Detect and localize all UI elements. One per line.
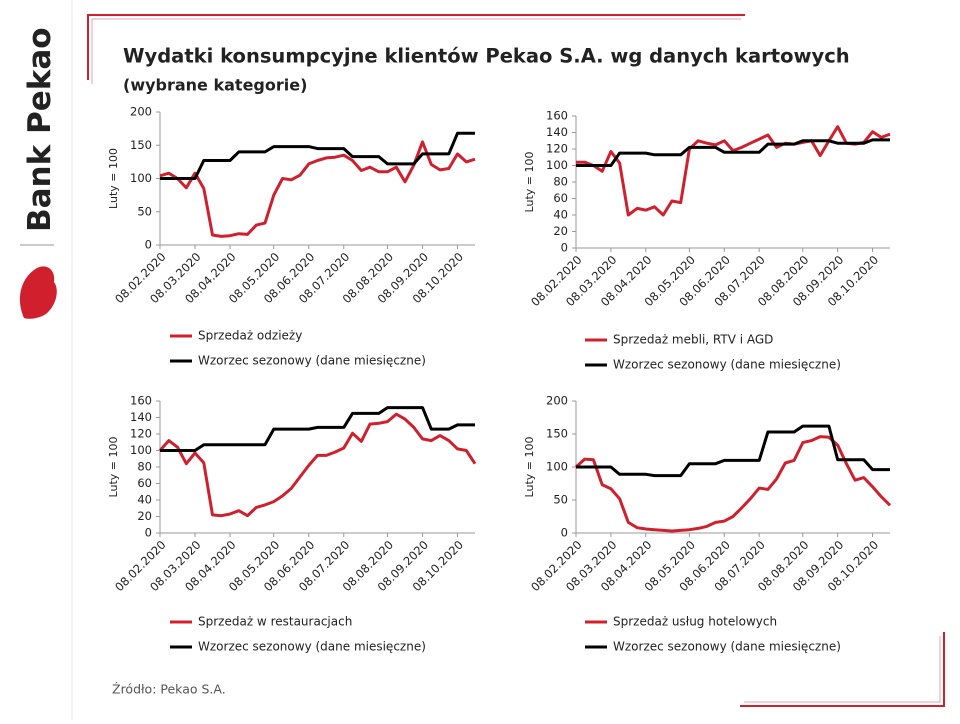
corner-bottom (740, 632, 945, 707)
y-tick-label: 80 (553, 175, 568, 189)
brand-logo (19, 266, 57, 319)
y-axis-title: Luty = 100 (523, 152, 536, 213)
series-line (576, 138, 890, 167)
y-tick-label: 40 (137, 493, 152, 507)
slide-title: Wydatki konsumpcyjne klientów Pekao S.A.… (123, 45, 850, 68)
legend-label: Wzorzec sezonowy (dane miesięczne) (198, 640, 426, 654)
brand: Bank Pekao (22, 27, 58, 232)
y-tick-label: 50 (137, 204, 152, 218)
source: Źródło: Pekao S.A. (112, 682, 226, 697)
series-line (576, 424, 890, 478)
y-tick-label: 150 (130, 138, 152, 152)
corner-top-inner (91, 18, 741, 84)
y-tick-label: 0 (561, 241, 568, 255)
y-tick-label: 160 (130, 394, 152, 408)
y-tick-label: 100 (130, 171, 152, 185)
y-tick-label: 40 (553, 208, 568, 222)
y-tick-label: 100 (130, 443, 152, 457)
corner-bottom-inner (744, 636, 941, 703)
y-tick-label: 60 (137, 476, 152, 490)
legend-label: Sprzedaż usług hotelowych (613, 615, 777, 629)
legend-label: Sprzedaż mebli, RTV i AGD (613, 333, 773, 347)
y-tick-label: 160 (546, 109, 568, 123)
y-tick-label: 20 (137, 509, 152, 523)
y-tick-label: 120 (130, 427, 152, 441)
y-tick-label: 20 (553, 224, 568, 238)
y-tick-label: 140 (546, 125, 568, 139)
series-line (574, 435, 892, 533)
side-strip (0, 0, 72, 720)
legend-label: Sprzedaż w restauracjach (198, 615, 352, 629)
legend-label: Sprzedaż odzieży (198, 329, 302, 343)
corner-top (87, 14, 745, 80)
legend-label: Wzorzec sezonowy (dane miesięczne) (613, 358, 841, 372)
slide-subtitle: (wybrane kategorie) (123, 76, 307, 95)
y-axis-title: Luty = 100 (107, 148, 120, 209)
y-tick-label: 140 (130, 410, 152, 424)
series-line (160, 406, 475, 452)
y-tick-label: 100 (546, 460, 568, 474)
series-line (159, 140, 476, 238)
series-line (160, 131, 475, 180)
y-tick-label: 80 (137, 460, 152, 474)
y-tick-label: 100 (546, 158, 568, 172)
y-tick-label: 0 (145, 526, 152, 540)
y-tick-label: 60 (553, 191, 568, 205)
y-tick-label: 0 (561, 526, 568, 540)
y-tick-label: 200 (130, 105, 152, 119)
series-line (576, 125, 891, 217)
legend-label: Wzorzec sezonowy (dane miesięczne) (613, 640, 841, 654)
y-tick-label: 120 (546, 142, 568, 156)
y-tick-label: 200 (546, 394, 568, 408)
y-tick-label: 0 (145, 238, 152, 252)
y-tick-label: 150 (546, 427, 568, 441)
y-tick-label: 50 (553, 493, 568, 507)
series-line (158, 412, 477, 518)
y-axis-title: Luty = 100 (107, 437, 120, 498)
y-axis-title: Luty = 100 (523, 437, 536, 498)
legend-label: Wzorzec sezonowy (dane miesięczne) (198, 354, 426, 368)
